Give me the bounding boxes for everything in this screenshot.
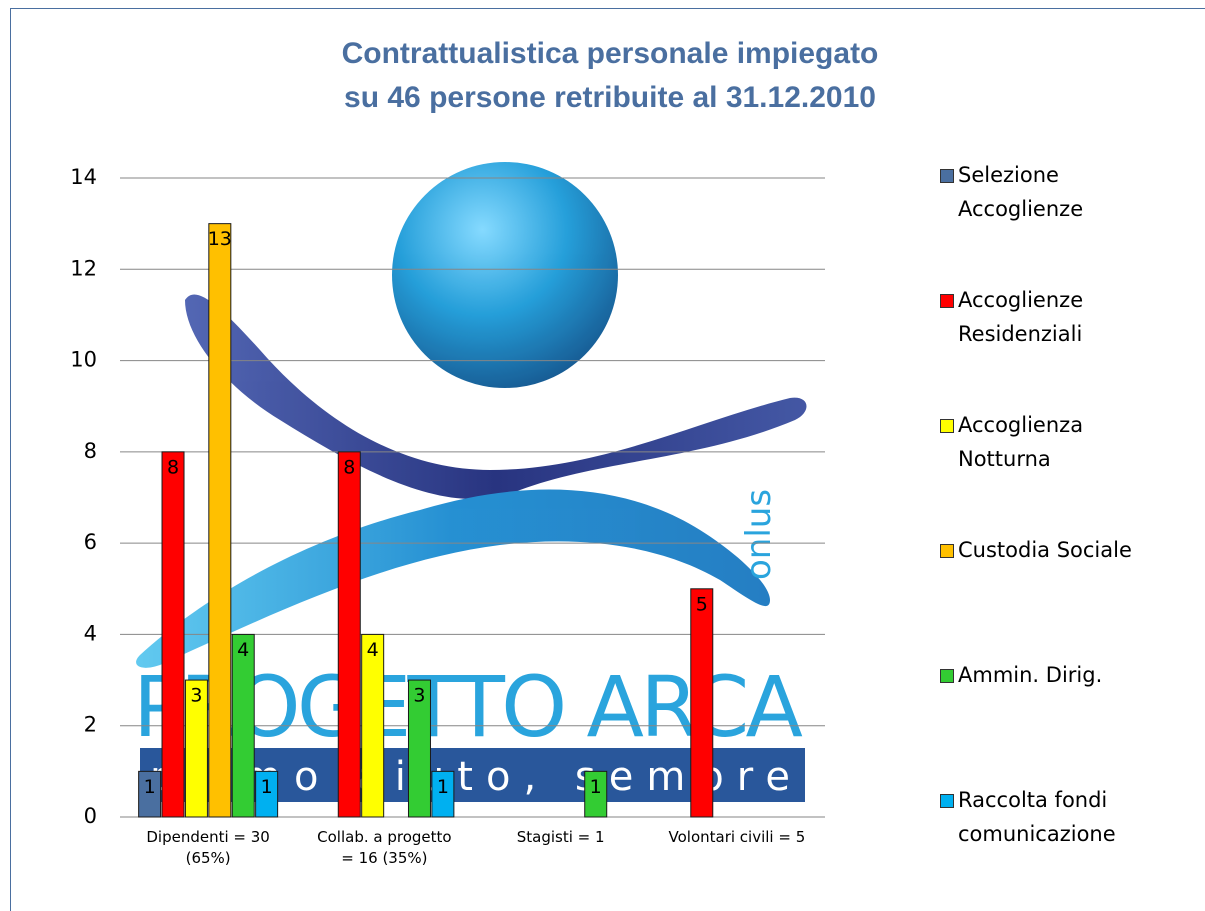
x-tick-label: Collab. a progetto = 16 (35%) bbox=[314, 827, 454, 869]
bar bbox=[232, 634, 254, 817]
data-label: 1 bbox=[590, 776, 602, 798]
x-tick-label: Stagisti = 1 bbox=[491, 827, 631, 848]
y-tick-label: 0 bbox=[84, 804, 97, 828]
legend-swatch bbox=[940, 169, 954, 183]
page: {"chart_data": {"type": "bar", "title": … bbox=[0, 0, 1205, 911]
legend-label: Custodia Sociale bbox=[958, 533, 1178, 567]
bar bbox=[338, 452, 360, 817]
data-label: 1 bbox=[261, 776, 273, 798]
data-label: 1 bbox=[437, 776, 449, 798]
legend-label: Raccolta fondi comunicazione bbox=[958, 783, 1178, 851]
y-tick-label: 2 bbox=[84, 713, 97, 737]
data-label: 8 bbox=[167, 456, 179, 478]
data-label: 5 bbox=[696, 593, 708, 615]
legend-item: Custodia Sociale bbox=[940, 533, 1190, 658]
data-label: 8 bbox=[343, 456, 355, 478]
data-label: 4 bbox=[367, 639, 379, 661]
bar bbox=[691, 589, 713, 817]
legend-swatch bbox=[940, 544, 954, 558]
data-label: 3 bbox=[413, 685, 425, 707]
legend-item: Accoglienze Residenziali bbox=[940, 283, 1190, 408]
legend-swatch bbox=[940, 294, 954, 308]
legend-swatch bbox=[940, 419, 954, 433]
y-tick-label: 6 bbox=[84, 530, 97, 554]
data-label: 3 bbox=[190, 685, 202, 707]
legend-label: Selezione Accoglienze bbox=[958, 158, 1178, 226]
legend-label: Ammin. Dirig. bbox=[958, 658, 1178, 692]
x-tick-label: Dipendenti = 30 (65%) bbox=[138, 827, 278, 869]
data-label: 1 bbox=[144, 776, 156, 798]
legend-label: Accoglienze Residenziali bbox=[958, 283, 1178, 351]
legend: Selezione Accoglienze Accoglienze Residen… bbox=[940, 158, 1190, 908]
bar bbox=[162, 452, 184, 817]
y-tick-label: 10 bbox=[70, 348, 97, 372]
legend-item: Selezione Accoglienze bbox=[940, 158, 1190, 283]
bar bbox=[362, 634, 384, 817]
data-label: 13 bbox=[208, 228, 232, 250]
legend-swatch bbox=[940, 794, 954, 808]
legend-label: Accoglienza Notturna bbox=[958, 408, 1178, 476]
logo-sphere bbox=[392, 162, 618, 388]
logo-suffix: onlus bbox=[739, 489, 779, 580]
y-tick-label: 8 bbox=[84, 439, 97, 463]
bar bbox=[209, 224, 231, 817]
y-tick-label: 14 bbox=[70, 165, 97, 189]
legend-item: Accoglienza Notturna bbox=[940, 408, 1190, 533]
legend-item: Ammin. Dirig. bbox=[940, 658, 1190, 783]
y-tick-label: 12 bbox=[70, 256, 97, 280]
chart-title: Contrattualistica personale impiegato su… bbox=[250, 32, 970, 120]
y-tick-label: 4 bbox=[84, 621, 97, 645]
x-tick-label: Volontari civili = 5 bbox=[667, 827, 807, 848]
legend-swatch bbox=[940, 669, 954, 683]
legend-item: Raccolta fondi comunicazione bbox=[940, 783, 1190, 908]
data-label: 4 bbox=[237, 639, 249, 661]
